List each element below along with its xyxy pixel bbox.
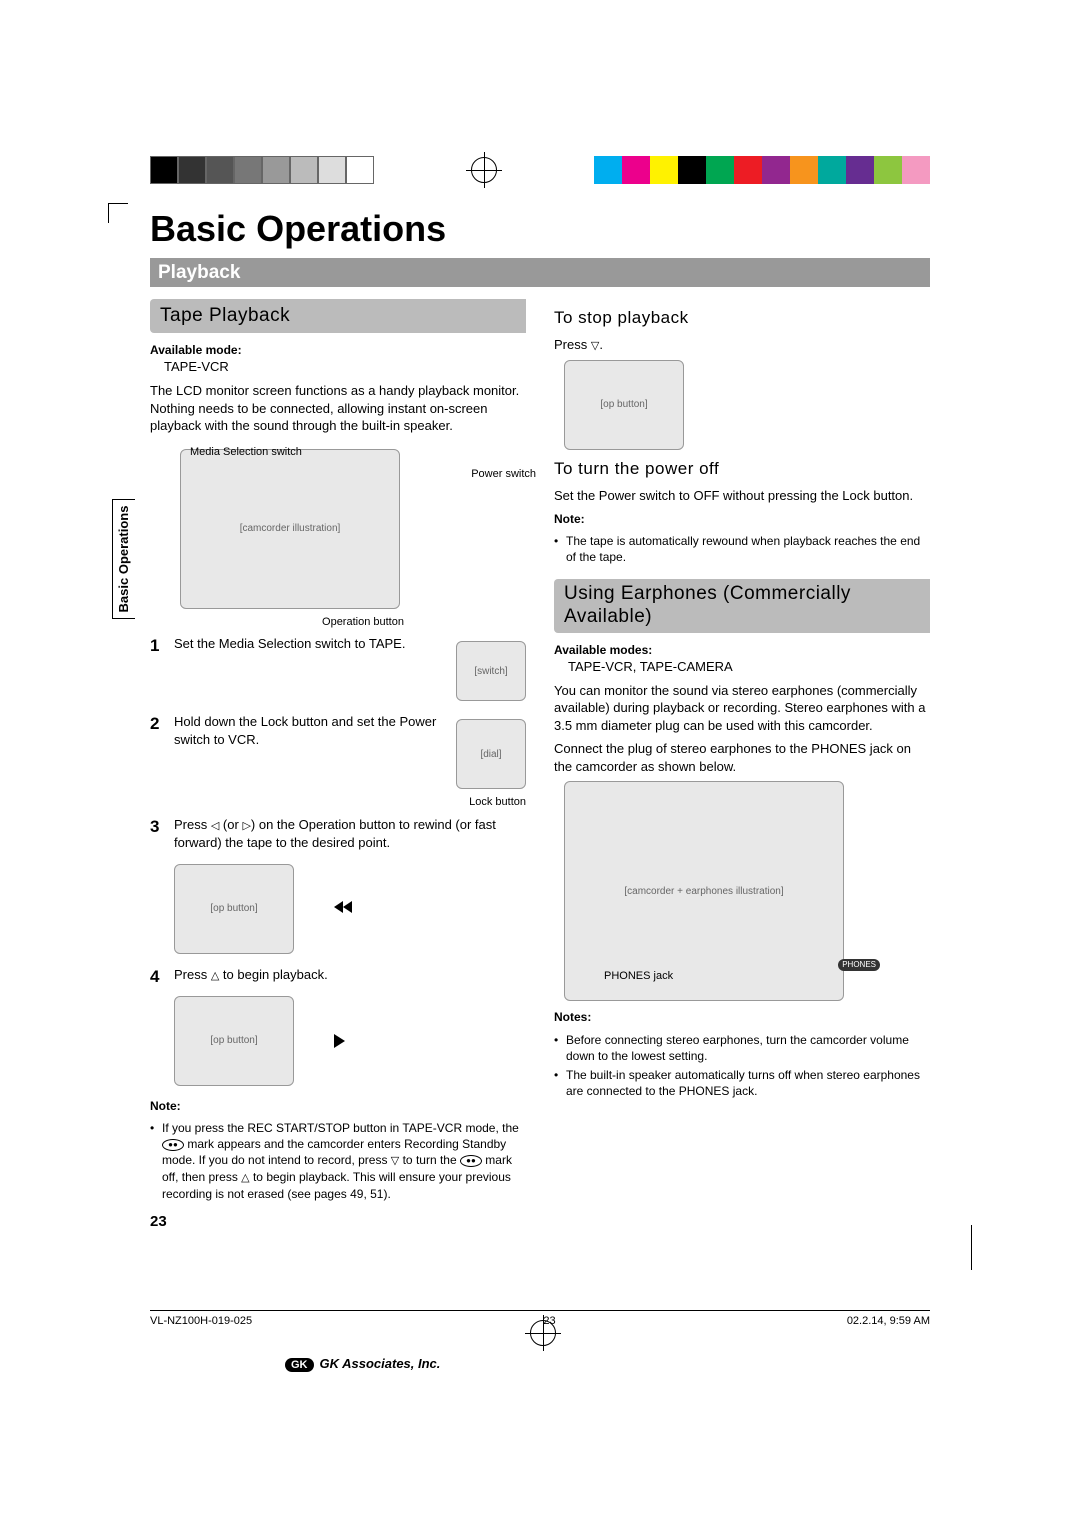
note-text-1: If you press the REC START/STOP button i… — [162, 1121, 519, 1135]
step-number: 3 — [150, 816, 174, 959]
earphones-text-1: You can monitor the sound via stereo ear… — [554, 682, 930, 735]
bullet-icon: • — [554, 533, 566, 565]
step-3: 3 Press ◁ (or ▷) on the Operation button… — [150, 816, 526, 959]
operation-button-diagram: [op button] — [564, 360, 684, 450]
note-text-3: to turn the — [399, 1153, 460, 1167]
play-icon — [334, 1034, 345, 1048]
note-bullet: • If you press the REC START/STOP button… — [150, 1120, 526, 1202]
available-modes-value: TAPE-VCR, TAPE-CAMERA — [568, 659, 733, 674]
footer-timestamp: 02.2.14, 9:59 AM — [847, 1314, 930, 1329]
step-4: 4 Press △ to begin playback. [op button] — [150, 966, 526, 1092]
stop-text-a: Press — [554, 337, 591, 352]
bullet-icon: • — [554, 1067, 566, 1099]
page-subtitle: Playback — [150, 258, 930, 288]
note-bullet: • Before connecting stereo earphones, tu… — [554, 1032, 930, 1064]
rec-mark-icon: ●● — [162, 1139, 184, 1151]
up-icon: △ — [241, 1172, 249, 1184]
note-bullet: • The built-in speaker automatically tur… — [554, 1067, 930, 1099]
note-label: Note: — [554, 511, 930, 527]
operation-button-diagram: [op button] — [174, 996, 294, 1086]
operation-button-label: Operation button — [200, 615, 526, 630]
registration-circle-icon — [530, 1320, 556, 1346]
registration-marks — [0, 145, 1080, 195]
left-column: Basic Operations Tape Playback Available… — [150, 299, 526, 1232]
crop-mark-icon — [942, 1245, 972, 1275]
step-number: 4 — [150, 966, 174, 1092]
rec-mark-icon: ●● — [460, 1155, 482, 1167]
step-3-text-b: (or — [219, 817, 242, 832]
footer-docid: VL-NZ100H-019-025 — [150, 1314, 252, 1329]
notes-label: Notes: — [554, 1009, 930, 1025]
power-off-text: Set the Power switch to OFF without pres… — [554, 487, 930, 505]
footer-brand: GK Associates, Inc. — [285, 1355, 440, 1373]
crop-mark-icon — [108, 203, 138, 233]
phones-jack-label: PHONES jack — [604, 969, 673, 984]
right-column: To stop playback Press ▽. [op button] To… — [554, 299, 930, 1232]
color-swatches — [594, 156, 930, 184]
bullet-icon: • — [150, 1120, 162, 1202]
step-4-text-b: to begin playback. — [219, 967, 327, 982]
step-number: 2 — [150, 713, 174, 810]
page-content: Basic Operations Playback Basic Operatio… — [150, 205, 930, 1232]
registration-circle-icon — [471, 157, 497, 183]
lock-button-label: Lock button — [174, 795, 526, 810]
note-bullet: • The tape is automatically rewound when… — [554, 533, 930, 565]
operation-button-diagram: [op button] — [174, 864, 294, 954]
switch-diagram: [switch] — [456, 641, 526, 701]
step-4-text-a: Press — [174, 967, 211, 982]
available-modes-label: Available modes: — [554, 643, 652, 657]
intro-text: The LCD monitor screen functions as a ha… — [150, 382, 526, 435]
section-tape-playback: Tape Playback — [150, 299, 526, 333]
step-1: 1 [switch] Set the Media Selection switc… — [150, 635, 526, 707]
phones-badge: PHONES — [838, 959, 880, 972]
page-number: 23 — [150, 1212, 526, 1232]
step-2-text: Hold down the Lock button and set the Po… — [174, 714, 436, 747]
rewind-icon — [334, 900, 352, 918]
media-switch-label: Media Selection switch — [190, 445, 302, 460]
page-title: Basic Operations — [150, 205, 930, 254]
earphones-text-2: Connect the plug of stereo earphones to … — [554, 740, 930, 775]
right-icon: ▷ — [242, 820, 250, 832]
step-number: 1 — [150, 635, 174, 707]
dial-diagram: [dial] — [456, 719, 526, 789]
section-earphones: Using Earphones (Commercially Available) — [554, 579, 930, 633]
power-switch-label: Power switch — [471, 467, 536, 482]
gray-swatches — [150, 156, 374, 184]
stop-playback-heading: To stop playback — [554, 307, 930, 330]
side-tab: Basic Operations — [112, 499, 135, 619]
notes-b1: Before connecting stereo earphones, turn… — [566, 1032, 930, 1064]
step-2: 2 [dial] Hold down the Lock button and s… — [150, 713, 526, 810]
down-icon: ▽ — [391, 1155, 399, 1167]
notes-b2: The built-in speaker automatically turns… — [566, 1067, 930, 1099]
step-3-text-a: Press — [174, 817, 211, 832]
note-label: Note: — [150, 1099, 181, 1113]
bullet-icon: • — [554, 1032, 566, 1064]
step-1-text: Set the Media Selection switch to TAPE. — [174, 636, 405, 651]
camcorder-diagram: [camcorder illustration] — [180, 449, 400, 609]
power-off-heading: To turn the power off — [554, 458, 930, 481]
available-mode-label: Available mode: — [150, 343, 242, 357]
available-mode-value: TAPE-VCR — [164, 359, 229, 374]
stop-text-b: . — [599, 337, 603, 352]
tape-rewind-note: The tape is automatically rewound when p… — [566, 533, 930, 565]
